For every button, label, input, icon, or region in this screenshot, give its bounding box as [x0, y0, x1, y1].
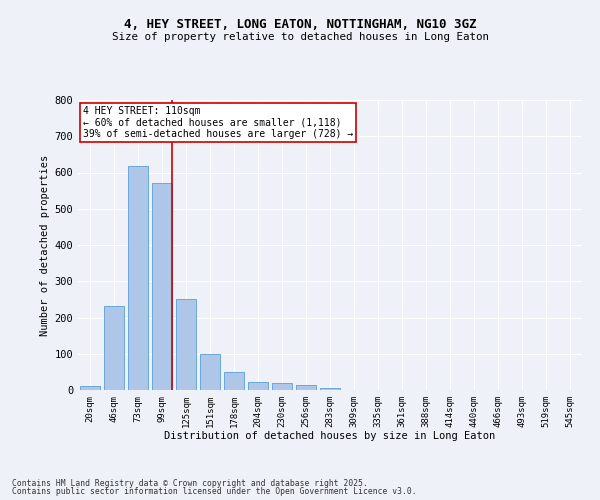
- Y-axis label: Number of detached properties: Number of detached properties: [40, 154, 50, 336]
- Bar: [248, 382, 268, 390]
- Text: 4, HEY STREET, LONG EATON, NOTTINGHAM, NG10 3GZ: 4, HEY STREET, LONG EATON, NOTTINGHAM, N…: [124, 18, 476, 30]
- Bar: [128, 166, 148, 390]
- Bar: [152, 184, 172, 390]
- Bar: [296, 384, 316, 390]
- Bar: [200, 354, 220, 390]
- Bar: [80, 386, 100, 390]
- Bar: [272, 383, 292, 390]
- Bar: [176, 300, 196, 390]
- X-axis label: Distribution of detached houses by size in Long Eaton: Distribution of detached houses by size …: [164, 432, 496, 442]
- Bar: [104, 306, 124, 390]
- Text: Contains public sector information licensed under the Open Government Licence v3: Contains public sector information licen…: [12, 487, 416, 496]
- Text: 4 HEY STREET: 110sqm
← 60% of detached houses are smaller (1,118)
39% of semi-de: 4 HEY STREET: 110sqm ← 60% of detached h…: [83, 106, 353, 139]
- Bar: [320, 388, 340, 390]
- Text: Size of property relative to detached houses in Long Eaton: Size of property relative to detached ho…: [112, 32, 488, 42]
- Text: Contains HM Land Registry data © Crown copyright and database right 2025.: Contains HM Land Registry data © Crown c…: [12, 478, 368, 488]
- Bar: [224, 372, 244, 390]
